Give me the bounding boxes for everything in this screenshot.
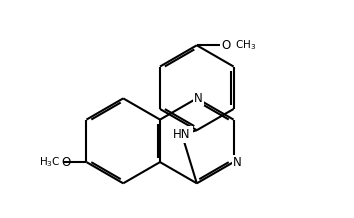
Text: N: N <box>233 156 241 169</box>
Text: N: N <box>194 92 203 105</box>
Text: O: O <box>61 156 70 169</box>
Text: HN: HN <box>173 128 191 141</box>
Text: $\mathdefault{H_3C}$: $\mathdefault{H_3C}$ <box>39 155 61 169</box>
Text: O: O <box>221 39 230 52</box>
Text: $\mathdefault{CH_3}$: $\mathdefault{CH_3}$ <box>235 38 256 52</box>
